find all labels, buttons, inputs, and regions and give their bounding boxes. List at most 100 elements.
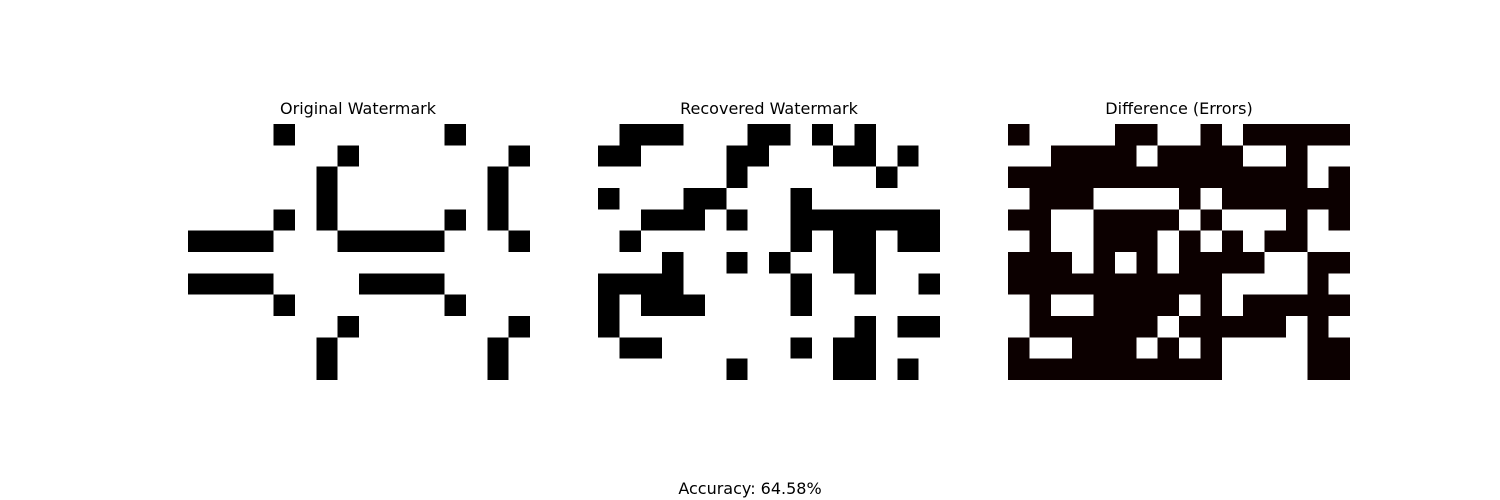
heatmap-cell-r10-c3	[252, 337, 274, 360]
heatmap-cell-r9-c0	[188, 316, 210, 338]
heatmap-cell-r0-c14	[487, 124, 510, 146]
heatmap-cell-r5-c7	[1157, 230, 1180, 253]
heatmap-cell-r4-c14	[897, 209, 920, 232]
heatmap-cell-r9-c2	[1050, 316, 1073, 338]
heatmap-cell-r4-c6	[316, 209, 339, 232]
heatmap-cell-r3-c3	[662, 188, 684, 210]
heatmap-cell-r1-c2	[1050, 145, 1073, 168]
heatmap-cell-r9-c6	[1136, 316, 1159, 338]
heatmap-cell-r6-c12	[1264, 252, 1287, 274]
heatmap-cell-r3-c8	[1179, 188, 1201, 210]
heatmap-cell-r8-c7	[747, 294, 770, 317]
heatmap-cell-r3-c5	[294, 188, 317, 210]
heatmap-cell-r11-c9	[1200, 358, 1223, 380]
heatmap-cell-r0-c5	[1114, 124, 1137, 146]
heatmap-cell-r4-c2	[230, 209, 253, 232]
heatmap-cell-r11-c11	[1243, 358, 1265, 380]
heatmap-cell-r6-c1	[209, 252, 232, 274]
heatmap-cell-r7-c1	[1029, 273, 1052, 296]
heatmap-cell-r9-c5	[294, 316, 317, 338]
heatmap-cell-r9-c1	[209, 316, 232, 338]
heatmap-cell-r8-c13	[875, 294, 898, 317]
heatmap-cell-r11-c12	[1264, 358, 1287, 380]
heatmap-cell-r9-c3	[1072, 316, 1094, 338]
heatmap-cell-r3-c8	[359, 188, 381, 210]
heatmap-cell-r4-c10	[401, 209, 424, 232]
heatmap-cell-r11-c15	[918, 358, 940, 380]
heatmap-cell-r0-c1	[209, 124, 232, 146]
heatmap-cell-r5-c11	[833, 230, 855, 253]
heatmap-cell-r3-c10	[811, 188, 834, 210]
heatmap-cell-r0-c14	[1307, 124, 1330, 146]
heatmap-cell-r7-c11	[1243, 273, 1265, 296]
heatmap-cell-r10-c9	[380, 337, 403, 360]
heatmap-cell-r6-c0	[598, 252, 620, 274]
heatmap-cell-r6-c9	[790, 252, 813, 274]
heatmap-cell-r5-c5	[704, 230, 727, 253]
heatmap-cell-r4-c7	[747, 209, 770, 232]
heatmap-cell-r11-c1	[209, 358, 232, 380]
heatmap-cell-r10-c14	[487, 337, 510, 360]
heatmap-cell-r6-c3	[1072, 252, 1094, 274]
heatmap-cell-r4-c12	[854, 209, 877, 232]
heatmap-cell-r2-c15	[1328, 166, 1350, 189]
heatmap-cell-r9-c5	[1114, 316, 1137, 338]
heatmap-cell-r4-c1	[619, 209, 642, 232]
heatmap-cell-r3-c12	[1264, 188, 1287, 210]
heatmap-cell-r2-c13	[1285, 166, 1308, 189]
heatmap-cell-r6-c14	[1307, 252, 1330, 274]
heatmap-cell-r10-c0	[1008, 337, 1030, 360]
heatmap-cell-r2-c14	[487, 166, 510, 189]
heatmap-cell-r3-c1	[619, 188, 642, 210]
heatmap-cell-r9-c11	[423, 316, 445, 338]
heatmap-cell-r6-c4	[273, 252, 296, 274]
heatmap-cell-r1-c14	[1307, 145, 1330, 168]
heatmap-cell-r4-c11	[1243, 209, 1265, 232]
heatmap-cell-r0-c3	[1072, 124, 1094, 146]
heatmap-cell-r5-c1	[209, 230, 232, 253]
heatmap-cell-r1-c3	[662, 145, 684, 168]
heatmap-cell-r8-c12	[1264, 294, 1287, 317]
heatmap-cell-r6-c6	[316, 252, 339, 274]
heatmap-cell-r4-c0	[598, 209, 620, 232]
heatmap-cell-r10-c2	[640, 337, 663, 360]
heatmap-cell-r6-c12	[854, 252, 877, 274]
heatmap-cell-r10-c15	[1328, 337, 1350, 360]
heatmap-cell-r9-c6	[316, 316, 339, 338]
heatmap-cell-r5-c9	[380, 230, 403, 253]
heatmap-cell-r3-c1	[209, 188, 232, 210]
heatmap-cell-r7-c8	[769, 273, 791, 296]
heatmap-cell-r11-c15	[508, 358, 530, 380]
heatmap-cell-r0-c12	[444, 124, 467, 146]
heatmap-cell-r9-c10	[401, 316, 424, 338]
heatmap-cell-r4-c10	[1221, 209, 1244, 232]
heatmap-cell-r7-c9	[1200, 273, 1223, 296]
heatmap-cell-r4-c9	[380, 209, 403, 232]
heatmap-cell-r0-c15	[1328, 124, 1350, 146]
heatmap-cell-r8-c2	[640, 294, 663, 317]
heatmap-cell-r10-c12	[854, 337, 877, 360]
heatmap-cell-r11-c5	[704, 358, 727, 380]
heatmap-cell-r3-c9	[380, 188, 403, 210]
heatmap-cell-r11-c5	[294, 358, 317, 380]
heatmap-cell-r11-c6	[1136, 358, 1159, 380]
heatmap-cell-r1-c12	[444, 145, 467, 168]
heatmap-cell-r9-c1	[619, 316, 642, 338]
heatmap-cell-r3-c11	[1243, 188, 1265, 210]
heatmap-cell-r10-c7	[747, 337, 770, 360]
heatmap-cell-r5-c0	[1008, 230, 1030, 253]
heatmap-cell-r10-c11	[833, 337, 855, 360]
heatmap-cell-r3-c10	[401, 188, 424, 210]
heatmap-cell-r10-c1	[209, 337, 232, 360]
heatmap-cell-r3-c11	[833, 188, 855, 210]
heatmap-cell-r2-c15	[508, 166, 530, 189]
accuracy-label: Accuracy: 64.58%	[678, 479, 822, 498]
heatmap-cell-r2-c3	[1072, 166, 1094, 189]
heatmap-cell-r3-c6	[1136, 188, 1159, 210]
heatmap-cell-r1-c8	[1179, 145, 1201, 168]
heatmap-cell-r5-c13	[875, 230, 898, 253]
heatmap-cell-r9-c14	[487, 316, 510, 338]
heatmap-cell-r0-c10	[1221, 124, 1244, 146]
heatmap-cell-r8-c8	[769, 294, 791, 317]
heatmap-cell-r2-c12	[854, 166, 877, 189]
